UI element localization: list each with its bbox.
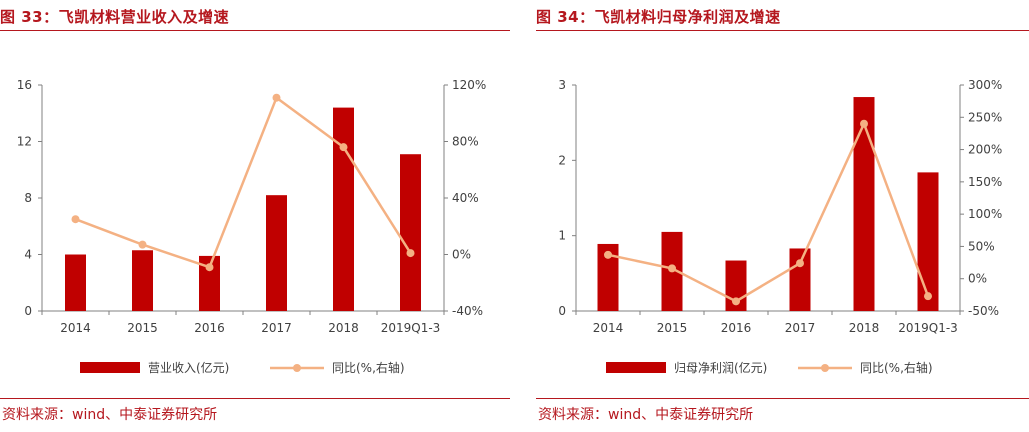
- right-tick-label: 50%: [968, 239, 995, 253]
- left-tick-label: 0: [24, 304, 32, 318]
- bar-2016: [199, 255, 220, 311]
- x-category-label: 2014: [593, 321, 624, 335]
- legend-line-marker: [293, 364, 301, 372]
- right-tick-label: 40%: [452, 191, 479, 205]
- bar-2019Q1-3: [917, 172, 939, 311]
- yoy-point-2019Q1-3: [406, 249, 415, 258]
- right-tick-label: 150%: [968, 175, 1002, 189]
- yoy-point-2015: [138, 240, 147, 249]
- x-category-label: 2017: [261, 321, 292, 335]
- bar-2018: [853, 97, 875, 311]
- x-category-label: 2019Q1-3: [381, 321, 441, 335]
- x-category-label: 2014: [60, 321, 91, 335]
- chart-title: 图 34：飞凯材料归母净利润及增速: [536, 8, 781, 26]
- x-category-label: 2018: [328, 321, 359, 335]
- bar-2017: [266, 195, 287, 311]
- left-tick-label: 4: [24, 248, 32, 262]
- left-tick-label: 3: [558, 78, 566, 92]
- right-tick-label: 200%: [968, 143, 1002, 157]
- left-tick-label: 16: [17, 78, 32, 92]
- revenue-chart: 0 4 8 12 16 -40% 0% 40% 80% 120% 2014 2015 2016 2017 2…: [17, 78, 487, 375]
- left-tick-label: 8: [24, 191, 32, 205]
- title-divider: [0, 30, 510, 31]
- right-tick-label: -50%: [968, 304, 999, 318]
- left-tick-label: 2: [558, 153, 566, 167]
- yoy-line: [607, 120, 930, 303]
- x-category-label: 2016: [721, 321, 752, 335]
- source-note: 资料来源：wind、中泰证券研究所: [538, 407, 754, 423]
- right-tick-label: 80%: [452, 135, 479, 149]
- x-category-label: 2015: [127, 321, 158, 335]
- yoy-point-2018: [860, 119, 868, 128]
- legend-line-marker: [821, 364, 829, 372]
- yoy-point-2014: [604, 250, 612, 259]
- legend-bar-label: 归母净利润(亿元): [674, 360, 767, 375]
- bar-2017: [789, 248, 811, 311]
- x-category-label: 2016: [194, 321, 225, 335]
- chart-panel-net-profit: 图 34：飞凯材料归母净利润及增速 0 1 2 3 -50% 0% 50% 100% 150% 2…: [536, 0, 1029, 432]
- right-tick-label: 0%: [968, 272, 987, 286]
- right-tick-label: -40%: [452, 304, 483, 318]
- left-tick-label: 1: [558, 229, 566, 243]
- yoy-line: [75, 95, 412, 269]
- chart-title: 图 33：飞凯材料营业收入及增速: [0, 8, 230, 26]
- right-tick-label: 300%: [968, 78, 1002, 92]
- legend-bar-swatch: [606, 362, 666, 373]
- right-tick-label: 250%: [968, 110, 1002, 124]
- yoy-point-2017: [796, 259, 804, 268]
- yoy-point-2019Q1-3: [924, 292, 932, 301]
- x-category-label: 2019Q1-3: [898, 321, 958, 335]
- yoy-point-2018: [339, 143, 348, 152]
- yoy-point-2014: [71, 215, 80, 224]
- footer-divider: [0, 398, 510, 399]
- legend-bar-swatch: [80, 362, 140, 373]
- right-tick-label: 100%: [968, 207, 1002, 221]
- footer-divider: [536, 398, 1029, 399]
- x-category-label: 2017: [785, 321, 816, 335]
- yoy-point-2015: [668, 264, 676, 273]
- right-tick-label: 0%: [452, 248, 471, 262]
- x-category-label: 2018: [849, 321, 880, 335]
- bar-2014: [65, 254, 86, 311]
- bar-2019Q1-3: [400, 154, 421, 311]
- left-tick-label: 0: [558, 304, 566, 318]
- left-tick-label: 12: [17, 135, 32, 149]
- legend-bar-label: 营业收入(亿元): [148, 360, 229, 375]
- right-tick-label: 120%: [452, 78, 486, 92]
- source-note: 资料来源：wind、中泰证券研究所: [2, 407, 218, 423]
- yoy-point-2016: [205, 263, 214, 272]
- bar-2015: [132, 250, 153, 311]
- title-divider: [536, 30, 1029, 31]
- x-category-label: 2015: [657, 321, 688, 335]
- legend-line-label: 同比(%,右轴): [860, 360, 933, 375]
- net-profit-chart: 0 1 2 3 -50% 0% 50% 100% 150% 200% 250% 300% 2014 201…: [558, 78, 1002, 375]
- legend-line-label: 同比(%,右轴): [332, 360, 405, 375]
- bar-2018: [333, 107, 354, 311]
- bar-2014: [597, 243, 619, 311]
- yoy-point-2017: [272, 93, 281, 102]
- yoy-point-2016: [732, 297, 740, 306]
- chart-panel-revenue: 图 33：飞凯材料营业收入及增速 0 4 8 12 16 -40% 0% 40% 80% 120%…: [0, 0, 510, 432]
